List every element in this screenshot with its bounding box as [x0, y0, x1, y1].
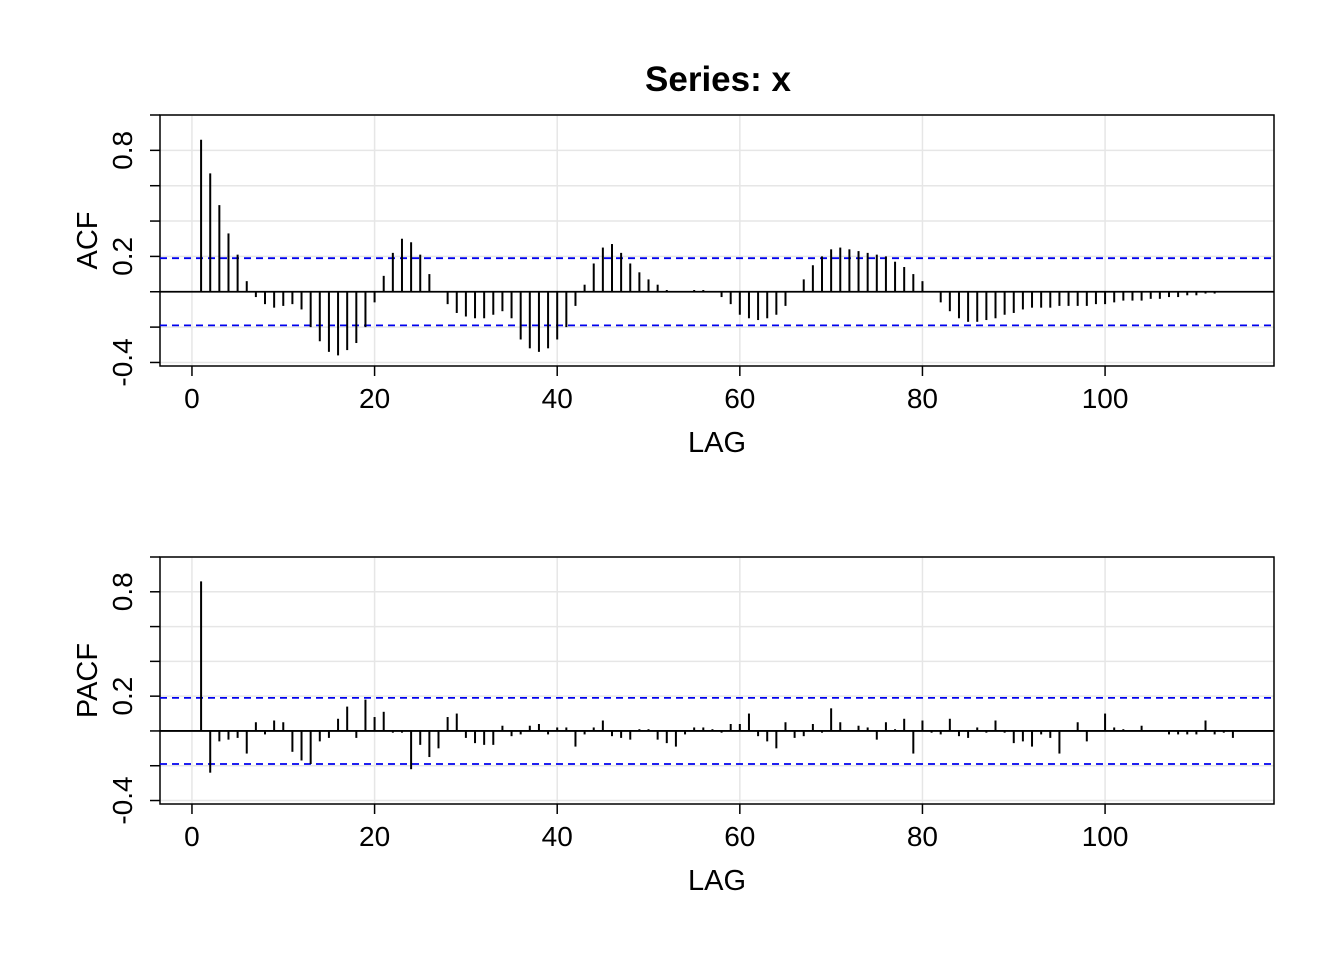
- acf-y-axis-label: ACF: [72, 212, 104, 270]
- pacf-ytick-label-2: 0.8: [107, 572, 138, 611]
- pacf-xtick-label-100: 100: [1082, 821, 1129, 852]
- acf-panel: 0 20 40 60 80 100 -0.4 0.2 0.8 LAG ACF: [72, 114, 1275, 459]
- pacf-y-axis-label: PACF: [72, 643, 104, 718]
- acf-ytick-label-2: 0.8: [107, 131, 138, 170]
- pacf-xtick-label-80: 80: [907, 821, 938, 852]
- pacf-panel: 0 20 40 60 80 100 -0.4 0.2 0.8 LAG PACF: [72, 556, 1275, 897]
- pacf-xtick-label-60: 60: [724, 821, 755, 852]
- acf-xtick-label-0: 0: [184, 383, 200, 414]
- acf-ytick-label-1: 0.2: [107, 237, 138, 276]
- pacf-xtick-label-40: 40: [542, 821, 573, 852]
- pacf-xtick-label-20: 20: [359, 821, 390, 852]
- acf-xtick-label-20: 20: [359, 383, 390, 414]
- acf-xtick-label-40: 40: [542, 383, 573, 414]
- pacf-frame: [159, 556, 1275, 805]
- acf-xtick-label-100: 100: [1082, 383, 1129, 414]
- acf-plot-area: [160, 115, 1274, 366]
- acf-frame: [159, 114, 1275, 367]
- chart-title: Series: x: [645, 60, 791, 99]
- acf-xtick-label-60: 60: [724, 383, 755, 414]
- acf-x-axis-label: LAG: [688, 427, 746, 459]
- pacf-ytick-label-0: -0.4: [107, 776, 138, 824]
- pacf-plot-area: [160, 557, 1274, 804]
- pacf-ytick-label-1: 0.2: [107, 677, 138, 716]
- pacf-x-axis-label: LAG: [688, 865, 746, 897]
- acf-ytick-label-0: -0.4: [107, 338, 138, 386]
- acf-xtick-label-80: 80: [907, 383, 938, 414]
- pacf-xtick-label-0: 0: [184, 821, 200, 852]
